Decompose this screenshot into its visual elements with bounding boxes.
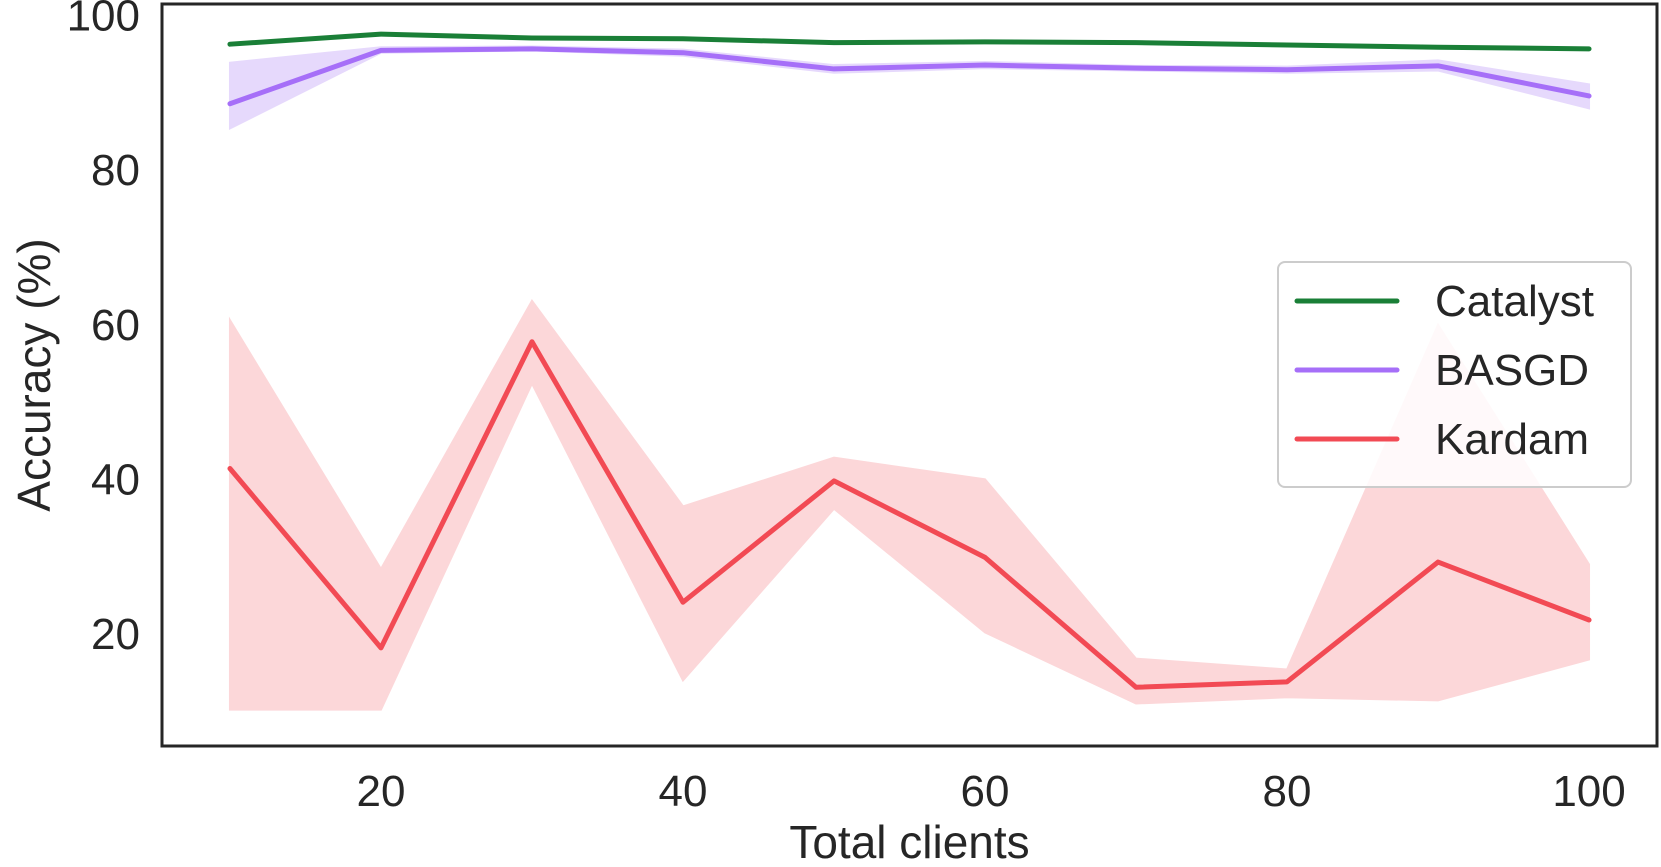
legend-label: BASGD xyxy=(1435,346,1589,395)
y-tick-label: 60 xyxy=(91,301,140,350)
x-tick-label: 80 xyxy=(1263,767,1312,816)
y-tick-label: 40 xyxy=(91,455,140,504)
y-axis-ticks: 20 40 60 80 100 xyxy=(67,0,140,659)
x-tick-label: 60 xyxy=(961,767,1010,816)
legend-label: Kardam xyxy=(1435,415,1589,464)
legend: Catalyst BASGD Kardam xyxy=(1277,261,1632,488)
y-axis-label: Accuracy (%) xyxy=(8,238,60,511)
x-tick-label: 100 xyxy=(1552,767,1625,816)
series-line-basgd xyxy=(227,46,1592,107)
x-axis-label: Total clients xyxy=(789,816,1029,862)
x-tick-label: 20 xyxy=(356,767,405,816)
series-line-kardam xyxy=(227,339,1592,690)
x-tick-label: 40 xyxy=(659,767,708,816)
legend-box xyxy=(1277,261,1632,488)
plot-frame xyxy=(160,2,1659,748)
x-axis-ticks: 20 40 60 80 100 xyxy=(356,767,1625,816)
y-tick-label: 80 xyxy=(91,146,140,195)
y-tick-label: 100 xyxy=(67,0,140,41)
legend-label: Catalyst xyxy=(1435,277,1594,326)
y-tick-label: 20 xyxy=(91,610,140,659)
lines-layer xyxy=(227,31,1592,690)
series-band-basgd xyxy=(228,45,1591,131)
series-line-catalyst xyxy=(227,31,1592,52)
